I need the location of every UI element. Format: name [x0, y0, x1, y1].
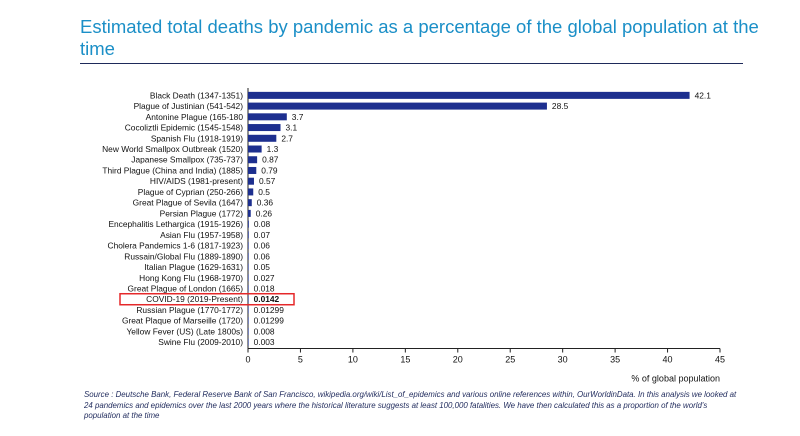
x-tick-label: 20 [453, 355, 463, 365]
data-label: 0.008 [254, 326, 275, 336]
data-label: 0.01299 [254, 305, 285, 315]
data-label: 0.0142 [254, 294, 280, 304]
category-label: Russain/Global Flu (1889-1890) [124, 251, 243, 261]
data-label: 0.01299 [254, 316, 285, 326]
bar [248, 124, 281, 132]
x-tick-label: 15 [400, 355, 410, 365]
bar [248, 113, 287, 121]
data-label: 1.3 [267, 144, 279, 154]
highlight-box [119, 292, 295, 306]
data-label: 0.87 [262, 155, 279, 165]
x-tick-label: 10 [348, 355, 358, 365]
bar [248, 91, 690, 99]
x-tick-label: 35 [610, 355, 620, 365]
data-label: 0.07 [254, 230, 271, 240]
bar [248, 220, 249, 228]
category-label: HIV/AIDS (1981-present) [150, 176, 243, 186]
category-label: Plague of Justinian (541-542) [134, 101, 244, 111]
data-label: 3.1 [286, 123, 298, 133]
source-label: Source : [84, 390, 114, 399]
chart-title: Estimated total deaths by pandemic as a … [80, 16, 759, 59]
category-label: Third Plague (China and India) (1885) [102, 165, 243, 175]
category-label: Italian Plague (1629-1631) [144, 262, 243, 272]
data-label: 0.08 [254, 219, 271, 229]
category-label: Cholera Pandemics 1-6 (1817-1923) [108, 241, 244, 251]
data-label: 3.7 [292, 112, 304, 122]
category-label: Plague of Cyprian (250-266) [138, 187, 243, 197]
data-label: 0.06 [254, 251, 271, 261]
bar [248, 274, 249, 282]
category-label: Hong Kong Flu (1968-1970) [139, 273, 243, 283]
bar [248, 338, 249, 346]
title-divider [80, 63, 743, 64]
bar [248, 295, 249, 303]
bar [248, 102, 547, 110]
data-label: 42.1 [695, 90, 712, 100]
data-label: 0.26 [256, 208, 273, 218]
bar [248, 177, 254, 185]
data-label: 28.5 [552, 101, 569, 111]
category-label: Swine Flu (2009-2010) [158, 337, 243, 347]
category-label: Antonine Plague (165-180 [146, 112, 244, 122]
x-tick-label: 25 [505, 355, 515, 365]
data-label: 0.003 [254, 337, 275, 347]
category-label: Cocoliztli Epidemic (1545-1548) [125, 123, 243, 133]
bar [248, 209, 251, 217]
data-label: 2.7 [281, 133, 293, 143]
category-label: Spanish Flu (1918-1919) [151, 133, 243, 143]
bar [248, 285, 249, 293]
data-label: 0.018 [254, 284, 275, 294]
data-label: 0.5 [258, 187, 270, 197]
x-tick-label: 40 [663, 355, 673, 365]
category-label: Encephalitis Lethargica (1915-1926) [108, 219, 243, 229]
bar [248, 166, 257, 174]
category-label: Black Death (1347-1351) [150, 90, 243, 100]
category-label: Persian Plague (1772) [160, 208, 244, 218]
category-label: New World Smallpox Outbreak (1520) [102, 144, 243, 154]
x-tick-label: 45 [715, 355, 725, 365]
category-label: Great Plague of Sevila (1647) [133, 198, 244, 208]
source-note: Source : Deutsche Bank, Federal Reserve … [84, 390, 744, 422]
category-label: Russian Plague (1770-1772) [136, 305, 243, 315]
data-label: 0.027 [254, 273, 275, 283]
category-label: Asian Flu (1957-1958) [160, 230, 243, 240]
source-text: Deutsche Bank, Federal Reserve Bank of S… [84, 390, 737, 420]
bar [248, 263, 249, 271]
bar [248, 242, 249, 250]
data-label: 0.36 [257, 198, 274, 208]
category-label: Great Plaque of Marseille (1720) [122, 316, 243, 326]
bar [248, 231, 249, 239]
bar [248, 199, 252, 207]
data-label: 0.06 [254, 241, 271, 251]
bar [248, 317, 249, 325]
x-tick-label: 5 [298, 355, 303, 365]
bar [248, 145, 262, 153]
category-label: COVID-19 (2019-Present) [146, 294, 243, 304]
bar [248, 134, 277, 142]
data-label: 0.57 [259, 176, 276, 186]
bar [248, 306, 249, 314]
x-axis-label: % of global population [631, 374, 720, 384]
category-label: Japanese Smallpox (735-737) [131, 155, 243, 165]
bar [248, 327, 249, 335]
x-tick-label: 0 [245, 355, 250, 365]
category-label: Yellow Fever (US) (Late 1800s) [126, 326, 243, 336]
bar [248, 188, 254, 196]
category-label: Great Plague of London (1665) [128, 284, 244, 294]
bar [248, 156, 258, 164]
data-label: 0.79 [261, 165, 278, 175]
data-label: 0.05 [254, 262, 271, 272]
bar [248, 252, 249, 260]
x-tick-label: 30 [558, 355, 568, 365]
